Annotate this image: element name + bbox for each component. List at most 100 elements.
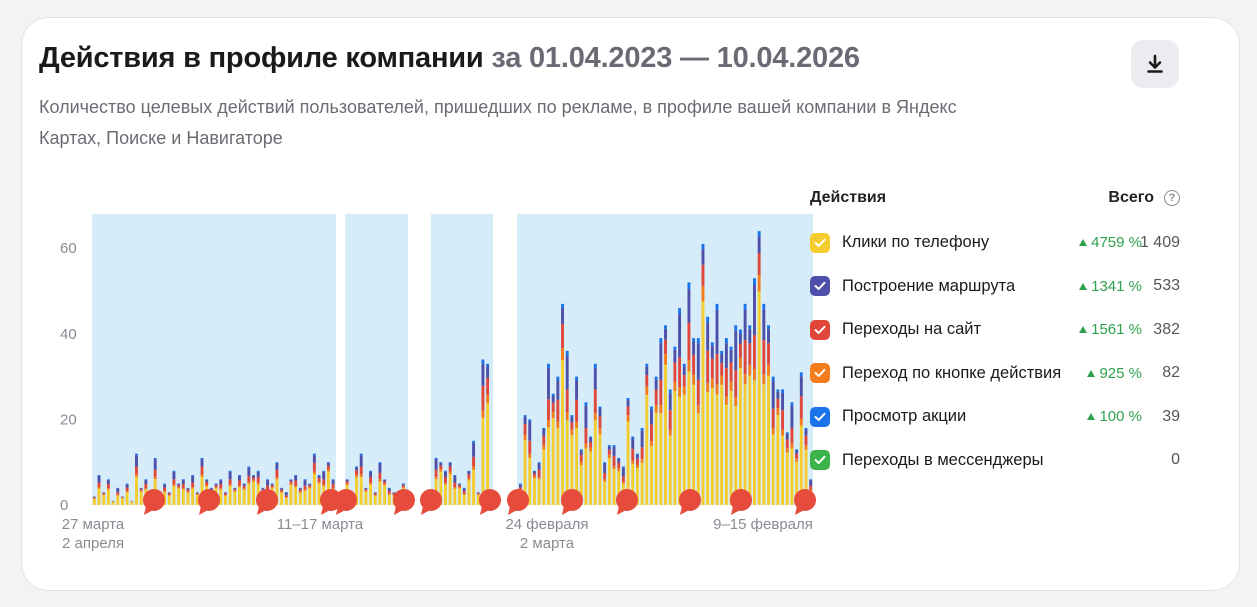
event-marker-icon[interactable] xyxy=(679,489,701,515)
bar-segment xyxy=(556,427,560,505)
bar-segment xyxy=(617,458,621,463)
bar-segment xyxy=(144,480,148,484)
bar-segment xyxy=(687,371,691,505)
checkbox[interactable] xyxy=(810,319,830,340)
event-marker-tail xyxy=(257,506,266,515)
bar-segment xyxy=(298,492,302,505)
bar-segment xyxy=(532,476,536,479)
bar-segment xyxy=(130,501,134,505)
bar-segment xyxy=(589,447,593,452)
bar-segment xyxy=(767,328,770,344)
bar-segment xyxy=(369,470,373,472)
checkbox[interactable] xyxy=(810,276,830,297)
event-marker-icon[interactable] xyxy=(143,489,165,515)
legend-item[interactable]: Переходы в мессенджеры 0 xyxy=(810,439,1180,483)
bar-segment xyxy=(294,487,298,505)
bar-segment xyxy=(682,363,686,367)
bar-segment xyxy=(631,436,635,439)
legend-item[interactable]: Построение маршрута 1341 % 533 xyxy=(810,265,1180,309)
bar-segment xyxy=(734,325,738,331)
bar-segment xyxy=(280,492,284,505)
download-button[interactable] xyxy=(1131,40,1179,88)
legend-item[interactable]: Переходы на сайт 1561 % 382 xyxy=(810,308,1180,352)
bar-segment xyxy=(177,487,181,489)
event-marker-icon[interactable] xyxy=(479,489,501,515)
bar-segment xyxy=(570,434,574,505)
bar-segment xyxy=(106,489,110,505)
bar-segment xyxy=(481,385,485,411)
bar-segment xyxy=(720,363,724,376)
bar-segment xyxy=(369,471,373,477)
checkbox[interactable] xyxy=(810,232,830,253)
bar-segment xyxy=(762,303,766,310)
bar-segment xyxy=(270,484,274,486)
bar-segment xyxy=(579,461,583,465)
legend-item-total: 1 409 xyxy=(1139,233,1180,251)
bar-segment xyxy=(804,444,808,450)
bar-segment xyxy=(640,458,644,463)
bar-segment xyxy=(448,463,452,467)
checkbox[interactable] xyxy=(810,406,830,427)
chart-period-region xyxy=(345,214,408,505)
bar-segment xyxy=(289,479,293,482)
bar-segment xyxy=(233,489,237,491)
bar-segment xyxy=(785,433,789,440)
bar-segment xyxy=(607,445,611,447)
event-marker-icon[interactable] xyxy=(335,489,357,515)
help-circle-icon[interactable]: ? xyxy=(1164,190,1180,206)
bar-segment xyxy=(575,421,579,428)
bar-segment xyxy=(303,480,307,486)
checkbox[interactable] xyxy=(810,450,830,471)
bar-segment xyxy=(753,285,756,335)
legend-item[interactable]: Переход по кнопке действия 925 % 82 xyxy=(810,352,1180,396)
bar-segment xyxy=(781,392,785,411)
bar-segment xyxy=(626,398,630,401)
event-marker-icon[interactable] xyxy=(507,489,529,515)
bar-segment xyxy=(664,328,667,340)
bar-segment xyxy=(242,488,246,490)
event-marker-icon[interactable] xyxy=(420,489,442,515)
bar-segment xyxy=(238,480,241,486)
bar-segment xyxy=(729,362,733,382)
bar-segment xyxy=(200,474,204,477)
bar-segment xyxy=(593,368,597,390)
bar-segment xyxy=(603,472,607,480)
bar-segment xyxy=(120,497,124,499)
bar-segment xyxy=(448,462,452,464)
event-marker-icon[interactable] xyxy=(616,489,638,515)
bar-segment xyxy=(97,475,101,483)
bar-segment xyxy=(448,471,452,475)
event-marker-icon[interactable] xyxy=(561,489,583,515)
event-marker-icon[interactable] xyxy=(256,489,278,515)
checkbox[interactable] xyxy=(810,363,830,384)
event-marker-icon[interactable] xyxy=(393,489,415,515)
bar-segment xyxy=(762,340,766,375)
bar-segment xyxy=(565,350,569,356)
event-marker-icon[interactable] xyxy=(794,489,816,515)
bar-segment xyxy=(238,487,241,505)
bar-segment xyxy=(621,481,625,484)
legend-item[interactable]: Просмотр акции 100 % 39 xyxy=(810,395,1180,439)
bar-segment xyxy=(687,322,691,361)
bar-segment xyxy=(612,455,616,467)
bar-segment xyxy=(163,484,167,488)
bar-segment xyxy=(776,391,780,399)
bar-segment xyxy=(537,479,541,505)
bar-segment xyxy=(635,464,639,469)
event-marker-body xyxy=(616,489,638,511)
event-marker-icon[interactable] xyxy=(730,489,752,515)
bar-segment xyxy=(444,476,447,483)
event-marker-body xyxy=(679,489,701,511)
bar-segment xyxy=(312,455,316,463)
bar-segment xyxy=(444,470,447,472)
legend-item[interactable]: Клики по телефону 4759 % 1 409 xyxy=(810,221,1180,265)
bar-segment xyxy=(172,470,176,472)
bar-segment xyxy=(355,466,358,468)
bar-segment xyxy=(383,479,387,482)
bar-segment xyxy=(790,427,794,444)
bar-segment xyxy=(219,480,223,484)
bar-segment xyxy=(317,475,321,479)
event-marker-icon[interactable] xyxy=(198,489,220,515)
bar-segment xyxy=(570,429,574,435)
bar-segment xyxy=(598,434,602,505)
